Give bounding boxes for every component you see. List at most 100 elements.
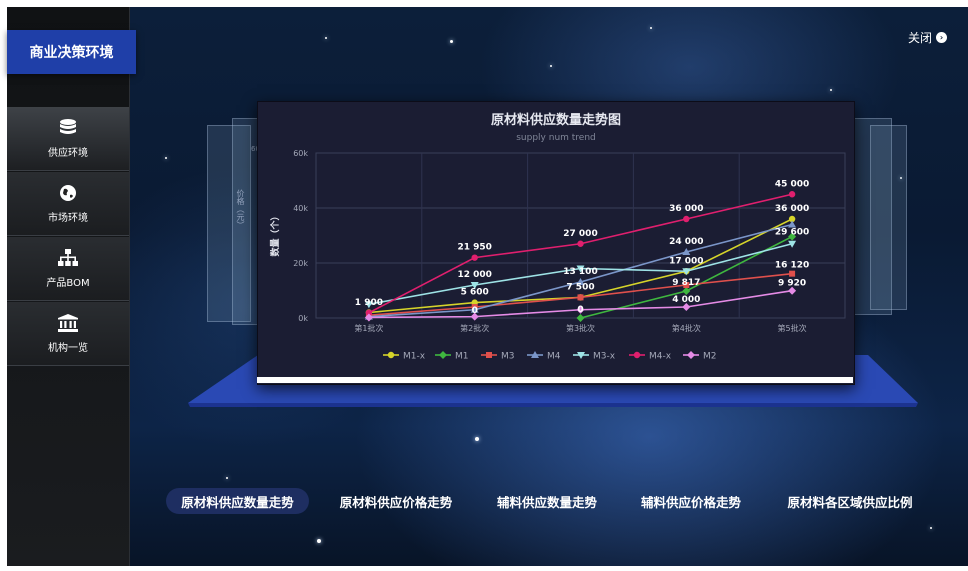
sidebar-item-bom[interactable]: 产品BOM: [7, 237, 129, 301]
side-panel-right-back[interactable]: [870, 125, 907, 310]
side-panel-tick: 60: [251, 145, 260, 153]
legend-item: M3: [481, 352, 515, 362]
sidebar-item-label: 供应环境: [48, 148, 88, 159]
close-button[interactable]: 关闭 ›: [908, 29, 948, 46]
top-border: [0, 0, 968, 7]
data-label: 13 100: [563, 267, 597, 277]
data-point: [682, 303, 691, 311]
x-tick-label: 第1批次: [354, 323, 383, 333]
star: [550, 65, 552, 67]
data-label: 45 000: [775, 179, 809, 189]
legend-item: M3-x: [573, 352, 616, 362]
sidebar-item-label: 产品BOM: [46, 278, 90, 289]
data-point: [576, 314, 585, 322]
legend-item: M4-x: [629, 352, 672, 362]
star: [900, 177, 902, 179]
star: [830, 89, 832, 91]
legend-label: M3: [501, 352, 515, 362]
legend-item: M2: [683, 351, 717, 362]
legend-label: M1-x: [403, 352, 426, 362]
data-point: [788, 240, 797, 248]
data-label: 1 900: [355, 298, 383, 308]
star: [475, 437, 479, 441]
globe-icon: [57, 183, 79, 203]
data-point: [687, 351, 695, 359]
tab-raw-supply-quantity[interactable]: 原材料供应数量走势: [166, 488, 309, 514]
data-point: [577, 294, 584, 301]
x-tick-label: 第3批次: [566, 323, 595, 333]
y-tick-label: 20k: [293, 259, 308, 268]
tab-aux-supply-price[interactable]: 辅料供应价格走势: [640, 494, 741, 510]
sidebar-item-supply[interactable]: 供应环境: [7, 107, 129, 171]
data-label: 17 000: [669, 256, 703, 266]
data-label: 4 000: [672, 295, 700, 305]
data-label: 5 600: [461, 288, 489, 298]
data-label: 9 920: [778, 279, 806, 289]
chart-title: 原材料供应数量走势图: [491, 112, 621, 128]
tab-raw-regional-ratio[interactable]: 原材料各区域供应比例: [787, 494, 913, 510]
data-point: [486, 352, 492, 358]
data-point: [788, 232, 797, 241]
data-label: 21 950: [457, 243, 491, 253]
sidebar-item-market[interactable]: 市场环境: [7, 172, 129, 236]
close-label: 关闭: [908, 31, 933, 45]
data-point: [439, 351, 447, 359]
sidebar-item-institutions[interactable]: 机构一览: [7, 302, 129, 366]
data-label: 9 817: [672, 278, 700, 288]
legend-label: M1: [455, 352, 469, 362]
data-label: 27 000: [563, 229, 597, 239]
data-point: [788, 220, 797, 228]
star: [930, 527, 932, 529]
bottom-border: [0, 566, 968, 571]
org-chart-icon: [57, 248, 79, 268]
data-label: 0: [577, 305, 583, 315]
side-panel-left-back[interactable]: [207, 125, 251, 322]
legend-label: M3-x: [593, 352, 616, 362]
data-point: [365, 309, 373, 316]
data-point: [683, 215, 690, 223]
data-label: 29 600: [775, 228, 809, 238]
supply-chart: 原材料供应数量走势图 supply num trend 数量（个） 0k 20k 4…: [269, 112, 846, 362]
legend-item: M1: [435, 351, 469, 362]
y-tick-label: 40k: [293, 204, 308, 213]
side-panel-right[interactable]: [850, 118, 892, 315]
tab-aux-supply-quantity[interactable]: 辅料供应数量走势: [496, 494, 597, 510]
star: [165, 157, 167, 159]
data-point: [387, 351, 395, 359]
legend-label: M4: [547, 352, 561, 362]
star: [317, 539, 321, 543]
institution-icon: [57, 313, 79, 333]
data-label: 16 120: [775, 261, 809, 271]
data-label: 36 000: [669, 204, 703, 214]
data-point: [470, 282, 479, 289]
brand-badge[interactable]: 商业决策环境: [7, 30, 136, 74]
data-point: [576, 277, 585, 285]
x-tick-label: 第4批次: [672, 323, 701, 333]
chart-panel[interactable]: 原材料供应数量走势图 supply num trend 数量（个） 0k 20k 4…: [257, 101, 855, 385]
legend-item: M1-x: [383, 352, 426, 362]
data-point: [577, 240, 584, 247]
data-label: 24 000: [669, 237, 703, 247]
chart-panel-base: [257, 377, 853, 383]
y-tick-label: 0k: [298, 314, 308, 323]
legend-label: M4-x: [649, 352, 672, 362]
data-point: [633, 351, 641, 359]
tab-raw-supply-price[interactable]: 原材料供应价格走势: [339, 494, 453, 510]
data-point: [788, 286, 797, 295]
data-point: [364, 313, 373, 322]
legend-item: M4: [527, 351, 561, 362]
data-point: [576, 305, 585, 314]
database-icon: [57, 118, 79, 138]
data-point: [471, 254, 478, 261]
data-label: 36 000: [775, 204, 809, 214]
data-point: [364, 301, 373, 309]
star: [450, 40, 453, 43]
x-tick-label: 第5批次: [778, 323, 807, 333]
data-point: [682, 287, 691, 296]
data-point: [682, 248, 691, 255]
data-point: [683, 282, 690, 288]
data-point: [576, 265, 585, 273]
chevron-right-icon: ›: [936, 32, 948, 43]
data-point: [789, 270, 796, 277]
